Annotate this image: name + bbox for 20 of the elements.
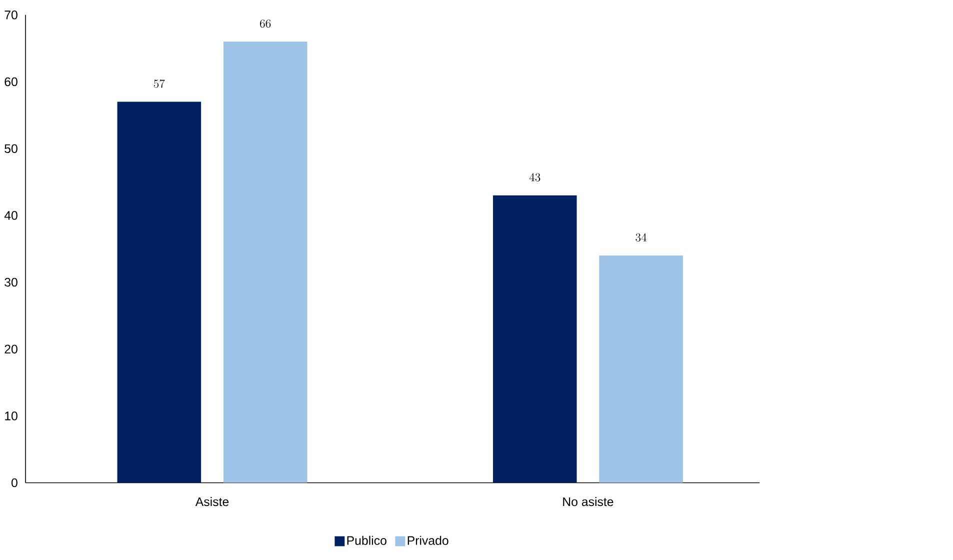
bar	[599, 256, 683, 483]
bar	[223, 42, 308, 483]
data-label: 57	[154, 80, 165, 88]
y-tick-label: 40	[4, 211, 18, 220]
data-label: 34	[636, 233, 647, 242]
y-tick-label: 10	[5, 412, 18, 420]
legend-label: Privado	[408, 536, 448, 545]
y-tick-label: 70	[4, 10, 18, 20]
x-tick-label: Asiste	[195, 497, 229, 506]
y-tick-label: 50	[4, 144, 18, 154]
x-tick-label: No asiste	[563, 497, 614, 506]
legend-label: Publico	[347, 536, 386, 545]
bar	[492, 195, 577, 483]
data-label: 43	[529, 173, 540, 182]
y-tick-label: 60	[4, 77, 18, 86]
y-tick-label: 30	[4, 278, 18, 287]
data-label: 66	[260, 20, 271, 28]
y-tick-label: 0	[12, 478, 18, 488]
bar	[117, 102, 202, 483]
y-tick-label: 20	[4, 344, 18, 354]
